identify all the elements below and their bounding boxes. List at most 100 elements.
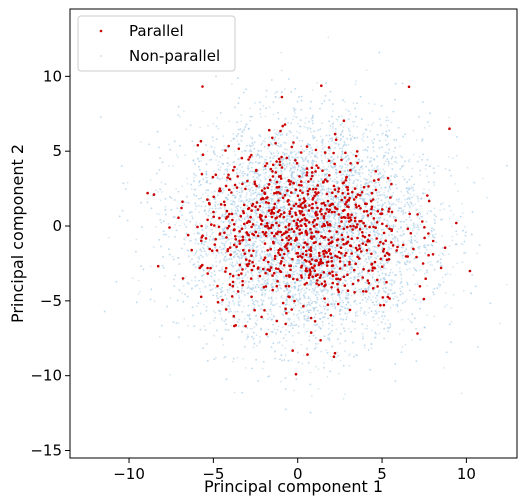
point-non-parallel xyxy=(368,273,371,276)
point-non-parallel xyxy=(245,241,248,244)
point-non-parallel xyxy=(363,250,365,253)
point-non-parallel xyxy=(322,324,324,327)
point-non-parallel xyxy=(240,114,243,117)
point-non-parallel xyxy=(288,319,290,321)
point-non-parallel xyxy=(276,178,278,181)
point-non-parallel xyxy=(340,155,343,158)
point-non-parallel xyxy=(297,122,299,125)
point-non-parallel xyxy=(318,247,321,250)
point-non-parallel xyxy=(379,280,382,282)
point-non-parallel xyxy=(304,274,306,277)
point-non-parallel xyxy=(305,245,308,248)
point-non-parallel xyxy=(288,189,291,192)
point-non-parallel xyxy=(225,251,227,254)
point-non-parallel xyxy=(200,160,203,162)
point-non-parallel xyxy=(282,226,284,229)
point-non-parallel xyxy=(312,292,315,295)
point-non-parallel xyxy=(243,263,246,265)
point-non-parallel xyxy=(335,263,338,266)
point-non-parallel xyxy=(307,241,310,243)
point-non-parallel xyxy=(342,397,345,400)
point-non-parallel xyxy=(297,361,300,364)
point-non-parallel xyxy=(318,304,321,307)
point-non-parallel xyxy=(302,228,304,231)
point-non-parallel xyxy=(206,245,209,248)
point-non-parallel xyxy=(247,245,249,248)
point-non-parallel xyxy=(273,155,276,158)
point-non-parallel xyxy=(424,168,427,170)
point-non-parallel xyxy=(196,305,198,308)
point-non-parallel xyxy=(285,219,288,222)
point-non-parallel xyxy=(293,320,296,323)
point-non-parallel xyxy=(261,367,264,370)
point-non-parallel xyxy=(190,239,193,242)
point-non-parallel xyxy=(367,188,369,191)
point-non-parallel xyxy=(293,246,296,249)
point-non-parallel xyxy=(197,157,199,160)
point-non-parallel xyxy=(253,178,256,181)
point-non-parallel xyxy=(181,292,184,295)
point-non-parallel xyxy=(222,253,224,256)
point-non-parallel xyxy=(306,205,309,208)
point-non-parallel xyxy=(380,251,382,254)
point-non-parallel xyxy=(292,192,294,195)
point-non-parallel xyxy=(444,167,447,170)
point-non-parallel xyxy=(250,192,253,195)
point-non-parallel xyxy=(309,297,312,300)
point-non-parallel xyxy=(335,118,338,121)
point-non-parallel xyxy=(218,287,220,290)
point-non-parallel xyxy=(276,259,278,262)
point-non-parallel xyxy=(336,118,339,121)
point-non-parallel xyxy=(230,202,233,205)
point-non-parallel xyxy=(317,222,320,225)
point-non-parallel xyxy=(354,83,357,85)
point-non-parallel xyxy=(381,246,384,249)
point-non-parallel xyxy=(231,360,234,363)
point-non-parallel xyxy=(351,174,354,177)
point-non-parallel xyxy=(313,130,316,133)
point-non-parallel xyxy=(294,112,296,115)
point-non-parallel xyxy=(461,212,464,215)
point-non-parallel xyxy=(303,125,306,128)
point-non-parallel xyxy=(429,264,432,266)
point-non-parallel xyxy=(244,216,247,219)
point-non-parallel xyxy=(362,335,364,338)
point-non-parallel xyxy=(341,177,344,180)
point-non-parallel xyxy=(204,224,207,227)
point-non-parallel xyxy=(280,169,283,172)
point-non-parallel xyxy=(198,204,200,207)
point-non-parallel xyxy=(406,268,409,271)
series-non-parallel xyxy=(99,36,508,414)
point-non-parallel xyxy=(378,220,381,223)
point-non-parallel xyxy=(309,371,312,374)
point-non-parallel xyxy=(461,261,464,264)
point-non-parallel xyxy=(303,295,306,297)
point-non-parallel xyxy=(214,153,216,156)
point-non-parallel xyxy=(195,150,198,153)
point-non-parallel xyxy=(282,162,285,165)
point-non-parallel xyxy=(368,173,370,176)
point-non-parallel xyxy=(250,150,253,153)
point-non-parallel xyxy=(385,243,387,246)
point-non-parallel xyxy=(308,183,310,186)
point-non-parallel xyxy=(317,368,320,370)
point-non-parallel xyxy=(317,174,320,177)
point-non-parallel xyxy=(349,151,352,154)
point-non-parallel xyxy=(279,358,281,361)
point-non-parallel xyxy=(219,238,221,241)
point-non-parallel xyxy=(382,228,385,231)
point-non-parallel xyxy=(228,164,231,166)
point-non-parallel xyxy=(177,257,179,259)
point-non-parallel xyxy=(303,238,305,241)
point-non-parallel xyxy=(199,223,201,225)
point-non-parallel xyxy=(273,280,275,282)
point-non-parallel xyxy=(220,248,223,251)
point-non-parallel xyxy=(280,51,282,54)
point-non-parallel xyxy=(288,195,291,198)
point-non-parallel xyxy=(249,198,251,201)
point-non-parallel xyxy=(281,128,283,131)
point-non-parallel xyxy=(375,257,378,260)
point-non-parallel xyxy=(371,165,373,168)
point-non-parallel xyxy=(352,120,354,123)
point-non-parallel xyxy=(367,219,370,222)
